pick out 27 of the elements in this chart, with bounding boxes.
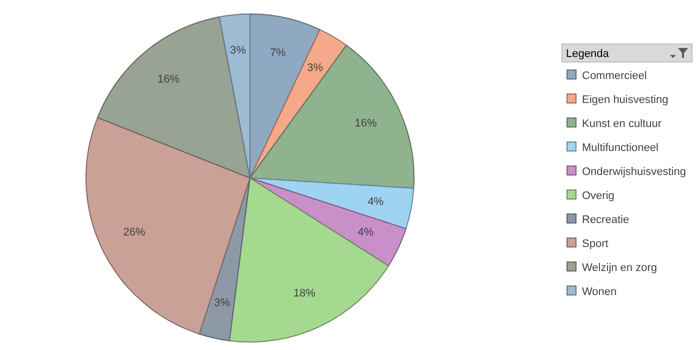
- data-label: 16%: [354, 118, 377, 130]
- pie-slice: [250, 29, 347, 178]
- pie-slice: [250, 178, 406, 266]
- data-label: 16%: [157, 73, 180, 86]
- legend-label: Onderwijshuisvesting: [582, 166, 686, 178]
- data-label: 3%: [214, 296, 230, 309]
- legend-title: Legenda: [566, 48, 610, 60]
- pie-slice: [198, 178, 250, 342]
- legend-label: Welzijn en zorg: [582, 262, 657, 274]
- legend-label: Overig: [582, 190, 614, 202]
- data-label: 4%: [358, 226, 374, 238]
- pie-slice: [250, 178, 414, 230]
- data-label: 4%: [368, 196, 384, 208]
- data-label: 3%: [230, 44, 246, 57]
- data-label: 7%: [270, 47, 286, 60]
- pie-slice: [228, 178, 389, 342]
- legend-label: Commercieel: [582, 70, 647, 82]
- data-label: 26%: [123, 226, 146, 238]
- data-label: 18%: [293, 288, 316, 300]
- legend-label: Recreatie: [582, 214, 630, 226]
- legend-label: Wonen: [582, 286, 617, 298]
- legend-label: Eigen huisvesting: [582, 94, 668, 106]
- data-label: 3%: [307, 62, 324, 74]
- legend-label: Kunst en cultuur: [582, 118, 662, 130]
- legend-label: Multifunctioneel: [582, 142, 658, 154]
- pie-slice: [86, 117, 250, 334]
- legend-label: Sport: [582, 238, 608, 250]
